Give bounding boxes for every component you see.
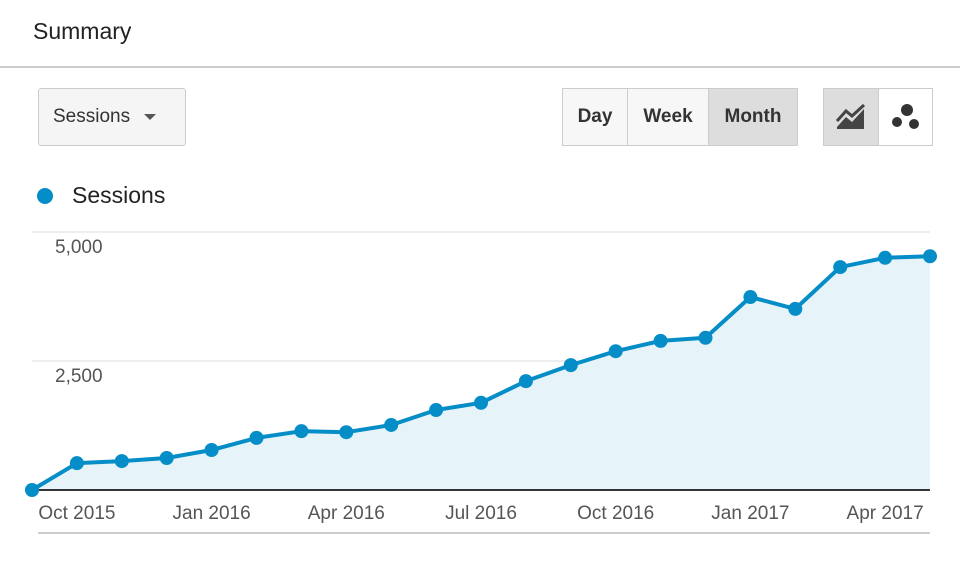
data-point — [698, 330, 713, 345]
data-point — [878, 250, 893, 265]
legend-label: Sessions — [72, 182, 165, 208]
data-point — [788, 301, 803, 316]
data-point — [833, 260, 848, 275]
data-point — [204, 443, 219, 458]
x-tick-label: Oct 2015 — [38, 503, 115, 524]
header-title: Summary — [33, 18, 132, 44]
line-icon — [835, 103, 866, 129]
motion-chart-toggle[interactable] — [878, 88, 933, 146]
dots-icon — [891, 104, 919, 129]
data-point — [339, 425, 354, 440]
data-point — [474, 395, 488, 410]
period-button[interactable]: Month — [708, 88, 798, 146]
x-tick-label: Jan 2017 — [711, 503, 789, 524]
data-point — [923, 249, 937, 264]
x-tick-label: Jul 2016 — [445, 503, 517, 524]
x-tick-label: Apr 2017 — [847, 503, 924, 524]
data-point — [249, 430, 264, 445]
x-tick-label: Apr 2016 — [308, 503, 385, 524]
x-tick-label: Jan 2016 — [173, 503, 251, 524]
period-button[interactable]: Week — [627, 88, 709, 146]
data-point — [159, 451, 174, 466]
data-point — [653, 333, 668, 348]
area — [32, 256, 930, 490]
legend-dot — [37, 188, 53, 204]
data-point — [743, 290, 758, 305]
x-tick-label: Oct 2016 — [577, 503, 654, 524]
data-point — [25, 483, 39, 497]
y-tick-label: 2,500 — [55, 366, 103, 387]
period-button[interactable]: Day — [562, 88, 628, 146]
data-point — [114, 454, 129, 469]
metric-dropdown[interactable]: Sessions — [38, 88, 186, 146]
data-point — [563, 358, 578, 373]
dropdown-arrow — [144, 114, 157, 120]
data-point — [384, 417, 399, 432]
data-point — [518, 374, 533, 389]
line-chart-toggle[interactable] — [823, 88, 879, 146]
data-point — [608, 344, 623, 359]
data-point — [294, 424, 309, 439]
data-point — [429, 403, 444, 418]
data-point — [69, 456, 84, 471]
divider — [0, 66, 960, 68]
y-tick-label: 5,000 — [55, 237, 103, 258]
metric-label: Sessions — [53, 106, 131, 127]
